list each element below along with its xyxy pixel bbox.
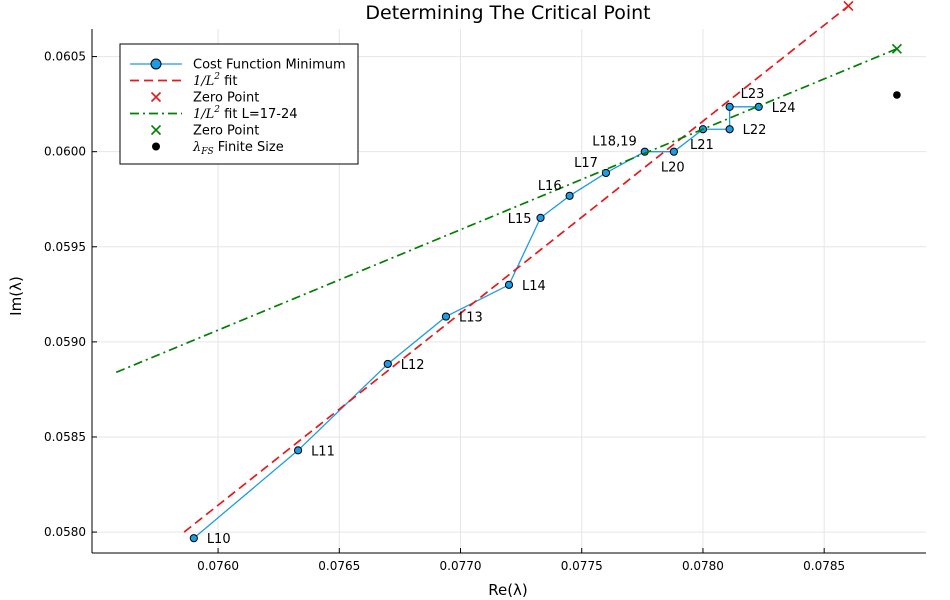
point-label: L10: [207, 532, 231, 547]
series-1: [183, 5, 849, 533]
chart-title: Determining The Critical Point: [365, 2, 650, 24]
series-2: [843, 0, 854, 12]
legend-label: Cost Function Minimum: [193, 58, 346, 73]
y-tick-label: 0.0590: [44, 335, 86, 349]
y-axis-ticks: 0.0580 0.0585 0.0590 0.0595 0.0600 0.0605: [44, 50, 97, 539]
series-3: [115, 47, 898, 374]
fit-line-all: [183, 5, 849, 533]
cost-function-point: [189, 534, 198, 543]
cost-function-point: [669, 147, 678, 156]
x-tick-label: 0.0770: [440, 559, 482, 573]
x-axis-label: Re(λ): [488, 581, 528, 599]
point-label: L14: [522, 279, 546, 294]
point-label: L20: [661, 161, 685, 176]
legend-item: Zero Point: [150, 124, 259, 139]
cost-function-point: [383, 359, 392, 369]
legend-x-symbol-stroke-b: [150, 124, 162, 136]
legend-x-symbol-stroke-b: [150, 91, 162, 103]
legend-x-symbol: [150, 124, 162, 136]
point-label: L21: [690, 138, 714, 153]
zero-point-marker: [891, 43, 902, 54]
cost-function-point: [536, 213, 545, 222]
point-label: L24: [772, 101, 796, 116]
point-label: L13: [459, 311, 483, 326]
legend-item: Zero Point: [150, 91, 259, 106]
zero-point-marker-stroke-b: [843, 0, 854, 12]
cost-function-point: [441, 312, 451, 321]
legend-item: 1/L2 fit L=17-24: [130, 105, 298, 122]
series-4: [891, 43, 902, 54]
y-tick-label: 0.0600: [44, 145, 86, 159]
zero-point-marker: [843, 0, 854, 12]
legend-item: λFS Finite Size: [152, 140, 284, 157]
point-label: L12: [401, 358, 425, 373]
y-axis-label: Im(λ): [7, 276, 25, 316]
legend-marker-symbol: [150, 58, 162, 70]
legend-label: 1/L2 fit L=17-24: [193, 105, 298, 122]
point-label: L17: [574, 156, 598, 171]
cost-function-line: [193, 106, 759, 539]
series-0: [189, 102, 763, 543]
x-tick-label: 0.0785: [803, 559, 845, 573]
legend-label: 1/L2 fit: [193, 72, 237, 89]
cost-function-point: [601, 168, 611, 178]
finite-size-point: [893, 91, 901, 99]
plot-frame: [91, 29, 926, 554]
point-label: L16: [538, 179, 562, 194]
cost-function-point: [293, 446, 303, 455]
x-axis-ticks: 0.0760 0.0765 0.0770 0.0775 0.0780 0.0785: [197, 548, 845, 573]
x-tick-label: 0.0780: [682, 559, 724, 573]
legend-dot-symbol: [152, 142, 160, 151]
cost-function-point: [504, 280, 514, 289]
series-5: [893, 91, 901, 99]
x-tick-label: 0.0760: [197, 559, 239, 573]
cost-function-point: [725, 125, 734, 134]
zero-point-marker-stroke-b: [891, 43, 902, 54]
legend-label: Zero Point: [193, 124, 259, 139]
y-tick-label: 0.0605: [44, 50, 86, 64]
point-label: L18,19: [592, 135, 636, 150]
cost-function-point: [725, 102, 734, 111]
fit-line-17-24: [115, 47, 898, 374]
legend-label: Zero Point: [193, 91, 259, 106]
point-label: L15: [508, 212, 532, 227]
x-tick-label: 0.0775: [561, 559, 603, 573]
legend-x-symbol: [150, 91, 162, 103]
point-labels: L10 L11 L12 L13 L14 L15 L16 L17 L18,19 L20 L21 L22 L…: [207, 87, 796, 547]
plot-series: [115, 0, 902, 543]
legend-item: Cost Function Minimum: [130, 58, 346, 73]
y-tick-label: 0.0580: [44, 525, 86, 539]
y-tick-label: 0.0595: [44, 240, 86, 254]
point-label: L22: [743, 123, 767, 138]
y-tick-label: 0.0585: [44, 430, 86, 444]
x-tick-label: 0.0765: [318, 559, 360, 573]
legend-label: λFS Finite Size: [192, 140, 284, 157]
point-label: L11: [311, 444, 335, 459]
point-label: L23: [741, 87, 765, 102]
legend-item: 1/L2 fit: [130, 72, 237, 89]
cost-function-point: [565, 191, 574, 200]
